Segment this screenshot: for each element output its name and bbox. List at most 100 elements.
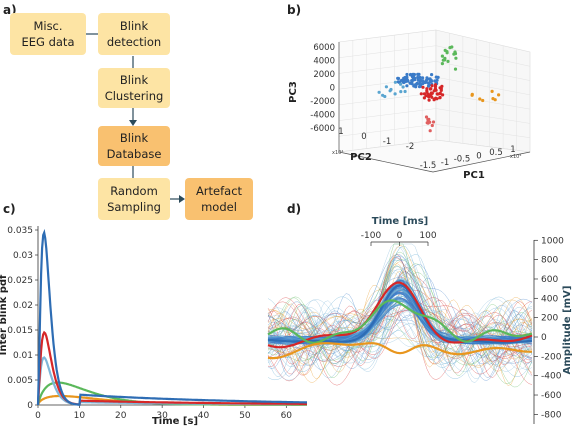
x-axis [432,151,531,173]
pdf-chart: 0 0.005 0.01 0.015 0.02 0.025 0.03 0.035 0 10 20 3… [0,226,307,426]
z-tick-label: -4000 [310,111,335,121]
wave-y-tick-label: -400 [541,372,562,382]
scatter-point [389,87,393,92]
x-exponent: x10⁴ [510,154,521,160]
flowchart: Misc. EEG data Blink detection Blink Clu… [10,13,253,220]
scatter-point [439,87,443,91]
z-tick-label: 0 [330,84,335,94]
scatter-point [409,72,413,77]
pdf-x-tick-label: 30 [156,411,168,421]
scatter-point [448,46,452,50]
scatter-point [497,93,501,97]
scatter-point [398,80,402,84]
scatter-point [433,79,437,83]
wave-y-tick-label: 800 [541,256,558,266]
svg-text:model: model [201,200,237,214]
scatter-point [470,93,474,97]
scatter-point [428,120,432,124]
svg-text:Clustering: Clustering [105,89,164,103]
scatter-point [453,50,457,54]
wave-y-tick-label: 200 [541,314,558,324]
y-tick-label: 0 [361,132,366,142]
scatter-point [418,75,422,80]
scatter-point [421,82,425,86]
node-cluster: Blink Clustering [98,68,170,108]
scatter-point [416,72,420,76]
wave-top-tick-label: -100 [361,231,382,241]
x-tick-label: -1 [441,158,449,168]
pdf-y-tick-label: 0.01 [13,351,33,361]
z-tick-label: 6000 [313,43,335,53]
x-axis-label: PC1 [463,170,485,181]
y-tick-labels: 1 0 -1 -2 [338,127,414,152]
pdf-x-tick-label: 0 [35,411,41,421]
scatter-point [431,120,436,124]
scatter-point [434,75,438,79]
y-tick-label: 1 [338,127,343,137]
scatter-point [430,73,434,77]
scatter-point [430,84,434,88]
wave-trace [267,243,533,378]
wave-y-tick-label: 0 [541,333,547,343]
scatter-point [446,59,450,64]
scatter-point [422,92,426,96]
pdf-y-tick-label: 0.035 [7,226,33,236]
wave-trace [267,266,533,370]
wave-trace [267,255,533,365]
scatter-point [490,89,494,93]
y-axis-label: PC2 [350,152,372,163]
scatter-point [481,98,485,103]
pdf-x-label: Time [s] [152,416,198,426]
scatter-point [422,96,426,100]
node-eeg: Misc. EEG data [10,13,86,55]
y-tick-label: -2 [406,142,414,152]
scatter-point [428,80,432,84]
panel-label-c: c) [3,202,16,216]
wave-y-ticks: 1000 800 600 400 200 0 -200 -400 -600 -800 [534,236,564,420]
wave-trace [267,298,533,365]
wave-trace [267,270,533,367]
wave-trace [267,257,533,370]
wave-trace [267,290,533,385]
x-tick-label: 0.5 [489,148,503,158]
scatter-point [440,54,444,58]
wave-top-tick-label: 0 [397,231,403,241]
wave-y-tick-label: -200 [541,352,562,362]
scatter-point [419,92,423,96]
scatter3d-panel: 6000 4000 2000 0 -2000 -4000 -6000 1 0 -1 -2 -1.5… [288,29,531,181]
panel-label-d: d) [287,202,301,216]
scatter-point [401,85,405,89]
scatter-point [417,82,422,86]
scatter-point [435,97,439,101]
pdf-x-tick-label: 40 [198,411,210,421]
x-tick-label: 1 [510,145,515,155]
wave-y-tick-label: 1000 [541,236,564,246]
pdf-x-tick-label: 10 [74,411,86,421]
wave-y-tick-label: 600 [541,275,558,285]
svg-text:Blink: Blink [120,73,149,87]
grid-lines [338,31,531,151]
svg-text:detection: detection [107,35,161,49]
svg-text:Artefact: Artefact [196,184,243,198]
wave-top-tick-label: 100 [419,231,436,241]
scatter-point [425,76,429,80]
scatter-point [429,93,433,97]
node-database: Blink Database [98,126,170,166]
svg-text:Random: Random [110,184,158,198]
scatter-point [412,72,416,77]
pdf-y-tick-label: 0.005 [7,376,33,386]
pdf-y-ticks: 0 0.005 0.01 0.015 0.02 0.025 0.03 0.035 [7,226,38,411]
wave-mean-curve [267,281,533,349]
x-tick-labels: -1.5 -1 -0.5 0 0.5 1 [420,145,516,171]
pdf-curve [36,330,307,406]
scatter-point [416,75,420,80]
scatter-point [421,79,425,83]
scatter-point [432,89,436,93]
wave-y-tick-label: -800 [541,410,562,420]
wave-top-label: Time [ms] [372,216,428,227]
pdf-y-label: Inter blink pdf [0,274,9,355]
z-tick-labels: 6000 4000 2000 0 -2000 -4000 -6000 [310,43,335,134]
scatter-point [424,115,429,119]
scatter-point [418,84,423,88]
